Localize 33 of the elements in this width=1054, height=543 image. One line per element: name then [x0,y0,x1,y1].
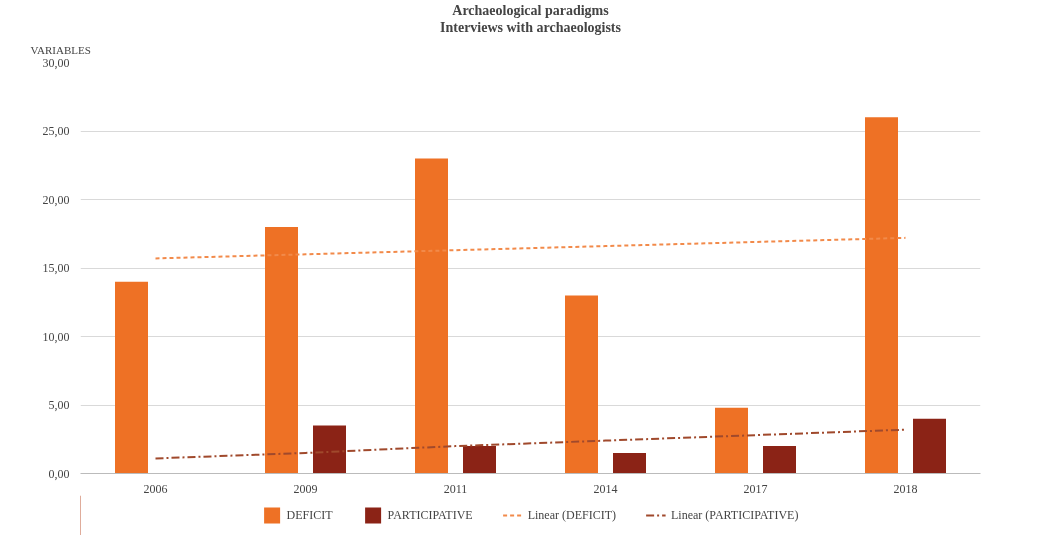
legend-label: PARTICIPATIVE [387,507,473,523]
x-tick-label: 2011 [443,481,468,496]
y-tick-label: 0,00 [48,466,70,481]
y-tick-label: 5,00 [48,398,70,412]
y-axis-title: VARIABLES [30,43,91,56]
x-tick-label: 2014 [593,481,618,496]
bar [715,407,748,474]
line-series [154,428,907,460]
bar [865,117,898,474]
y-tick-label: 30,00 [42,55,70,70]
y-tick-label: 15,00 [42,261,70,275]
bar [115,281,148,474]
line-series [154,236,907,260]
y-tick-label: 10,00 [42,329,70,344]
legend-label: DEFICIT [286,507,333,523]
bar [265,226,298,474]
chart-title: Archaeological paradigms [452,2,610,18]
bar [463,446,496,474]
bar [313,425,346,474]
chart-subtitle: Interviews with archaeologists [440,19,622,35]
y-tick-label: 20,00 [42,192,70,207]
legend-label: Linear (PARTICIPATIVE) [671,507,799,523]
bar [565,295,598,474]
x-tick-label: 2018 [893,481,918,496]
bar [763,446,796,474]
y-tick-label: 25,00 [42,124,70,138]
bar [415,158,448,474]
x-tick-label: 2006 [143,481,168,496]
bar [613,452,646,474]
bar [913,418,946,474]
x-tick-label: 2009 [293,481,318,496]
legend-label: Linear (DEFICIT) [527,507,616,523]
x-tick-label: 2017 [743,481,768,496]
